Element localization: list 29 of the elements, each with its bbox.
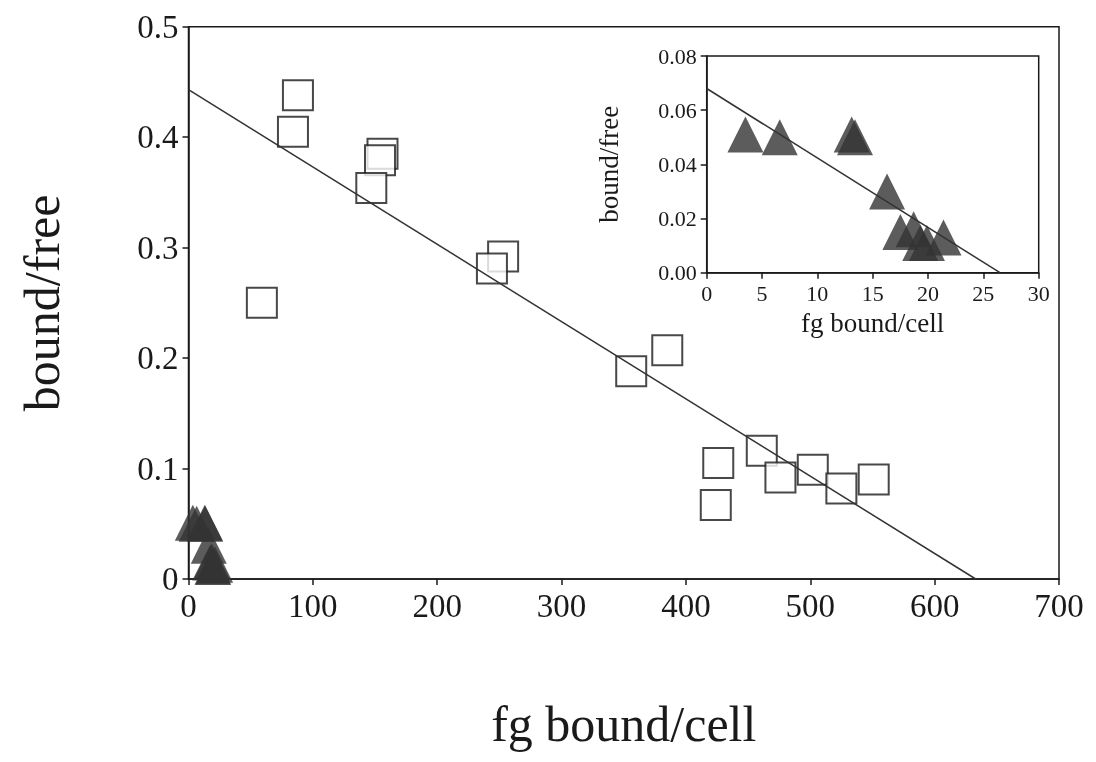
y-tick-label: 0.5: [137, 8, 179, 45]
x-axis-title: fg bound/cell: [491, 696, 757, 752]
x-tick-label: 100: [288, 587, 338, 624]
x-tick-label: 15: [861, 281, 884, 307]
y-tick-label: 0.4: [137, 119, 179, 156]
x-tick-label: 25: [972, 281, 995, 307]
y-tick-label: 0.02: [658, 206, 697, 232]
x-tick-label: 10: [806, 281, 829, 307]
y-tick-label: 0.00: [658, 260, 697, 286]
y-tick-label: 0.08: [658, 43, 697, 69]
x-tick-label: 5: [756, 281, 768, 307]
x-tick-label: 300: [536, 587, 587, 624]
y-tick-label: 0.1: [137, 450, 179, 487]
x-tick-label: 20: [917, 281, 940, 307]
x-tick-label: 600: [909, 587, 960, 624]
y-tick-label: 0.06: [658, 97, 697, 123]
y-axis-title: bound/free: [594, 105, 625, 223]
x-tick-label: 500: [785, 587, 836, 624]
x-tick-label: 30: [1027, 281, 1050, 307]
y-tick-label: 0.2: [137, 340, 179, 377]
y-tick-label: 0.04: [658, 151, 697, 177]
x-tick-label: 400: [661, 587, 711, 624]
y-axis-title: bound/free: [13, 194, 70, 412]
x-axis-title: fg bound/cell: [801, 308, 945, 339]
x-tick-label: 700: [1034, 587, 1084, 624]
y-tick-label: 0: [162, 561, 179, 597]
x-tick-label: 0: [701, 281, 713, 307]
x-tick-label: 200: [412, 587, 462, 624]
y-tick-label: 0.3: [137, 229, 179, 266]
